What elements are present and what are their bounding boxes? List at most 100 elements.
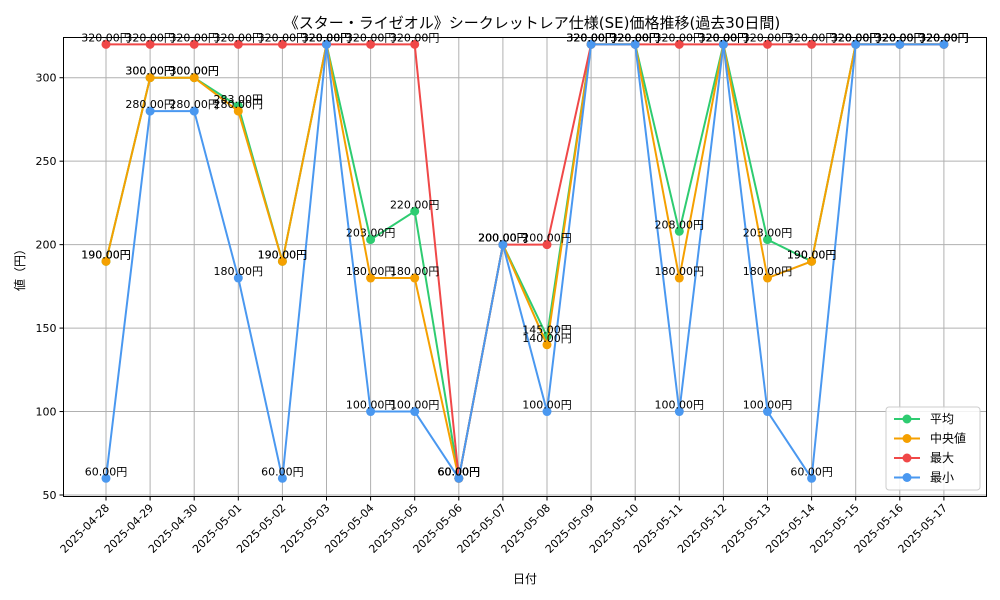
data-point [807,473,817,483]
x-axis: 2025-04-282025-04-292025-04-302025-05-01… [58,496,950,556]
data-point [718,39,728,49]
series-line [105,43,944,479]
legend-box [885,406,981,491]
data-label: 200.00円 [478,232,528,245]
data-point [145,106,155,116]
data-label: 200.00円 [522,232,572,245]
data-label: 60.00円 [438,465,481,478]
y-tick-label: 100 [36,406,57,419]
data-label: 200.00円 [478,232,528,245]
data-point [145,39,155,49]
data-label: 140.00円 [522,332,572,345]
y-tick-label: 150 [36,322,57,335]
legend-entry: 平均 [930,412,954,426]
series-line [106,43,944,479]
data-point [233,106,243,116]
data-point [410,39,420,49]
data-point [763,39,772,49]
data-label: 208.00円 [655,218,705,231]
data-point [366,235,376,245]
data-point [895,39,905,49]
legend-swatch-marker [902,453,912,463]
data-point [277,39,287,49]
series-line [105,43,944,479]
data-label: 300.00円 [169,65,219,78]
data-label: 180.00円 [214,265,264,278]
data-point [763,273,772,283]
legend-swatch-marker [902,414,912,424]
data-label: 60.00円 [261,465,304,478]
data-label: 220.00円 [390,198,440,211]
data-label: 100.00円 [346,399,396,412]
data-label: 300.00円 [169,65,219,78]
data-point [674,407,684,417]
data-point [189,39,199,49]
chart-title: 《スター・ライゼオル》シークレットレア仕様(SE)価格推移(過去30日間) [284,14,781,32]
legend-swatch-marker [902,473,912,482]
data-label: 300.00円 [125,65,175,78]
data-point [145,73,155,83]
data-point [674,39,684,49]
x-axis-label: 日付 [513,572,537,586]
data-label: 145.00円 [522,323,572,336]
data-point [366,273,376,283]
data-label: 203.00円 [346,227,396,240]
series-line [105,43,944,482]
legend-entry: 最小 [930,471,954,485]
data-label: 300.00円 [125,65,175,78]
data-point [233,39,243,49]
data-point [586,39,596,49]
data-point [851,39,861,49]
data-point [410,206,420,216]
data-label: 283.00円 [214,93,264,106]
data-point [101,256,111,266]
data-point [366,39,376,49]
data-point [542,240,552,250]
data-label: 190.00円 [81,248,131,261]
data-label: 100.00円 [390,399,440,412]
data-label: 100.00円 [743,399,793,412]
data-label: 280.00円 [169,98,219,111]
data-point [454,473,464,483]
data-label: 60.00円 [438,465,481,478]
data-point [763,407,772,417]
y-axis-label: 値（円） [12,243,27,291]
legend-swatch-marker [902,434,912,443]
data-label: 200.00円 [478,232,528,245]
data-point [542,407,552,417]
series-layer [101,39,949,483]
legend-entry: 最大 [930,451,954,465]
y-tick-label: 250 [36,155,57,168]
data-label: 60.00円 [85,465,128,478]
data-point [189,106,199,116]
data-label: 100.00円 [655,399,705,412]
data-point [233,273,243,283]
data-point [674,273,684,283]
y-axis: 50 100 150 200 250 300 [36,72,64,502]
data-label: 180.00円 [390,265,440,278]
data-point [763,235,772,245]
data-point [498,240,508,250]
data-point [322,39,331,49]
data-point [542,340,552,350]
data-point [410,273,420,283]
data-label: 190.00円 [787,248,837,261]
data-point [277,256,287,266]
data-label: 180.00円 [346,265,396,278]
plot-frame [63,37,987,497]
data-point [189,73,199,83]
data-point [807,256,817,266]
y-tick-label: 200 [36,239,57,252]
data-point [674,226,684,236]
data-label: 280.00円 [214,98,264,111]
data-point [807,39,817,49]
data-label: 60.00円 [438,465,481,478]
data-point [101,39,111,49]
data-point [277,473,287,483]
data-labels: 190.00円300.00円300.00円283.00円190.00円320.0… [81,31,968,478]
data-label: 60.00円 [438,465,481,478]
data-point [101,473,111,483]
y-tick-label: 50 [43,489,57,502]
